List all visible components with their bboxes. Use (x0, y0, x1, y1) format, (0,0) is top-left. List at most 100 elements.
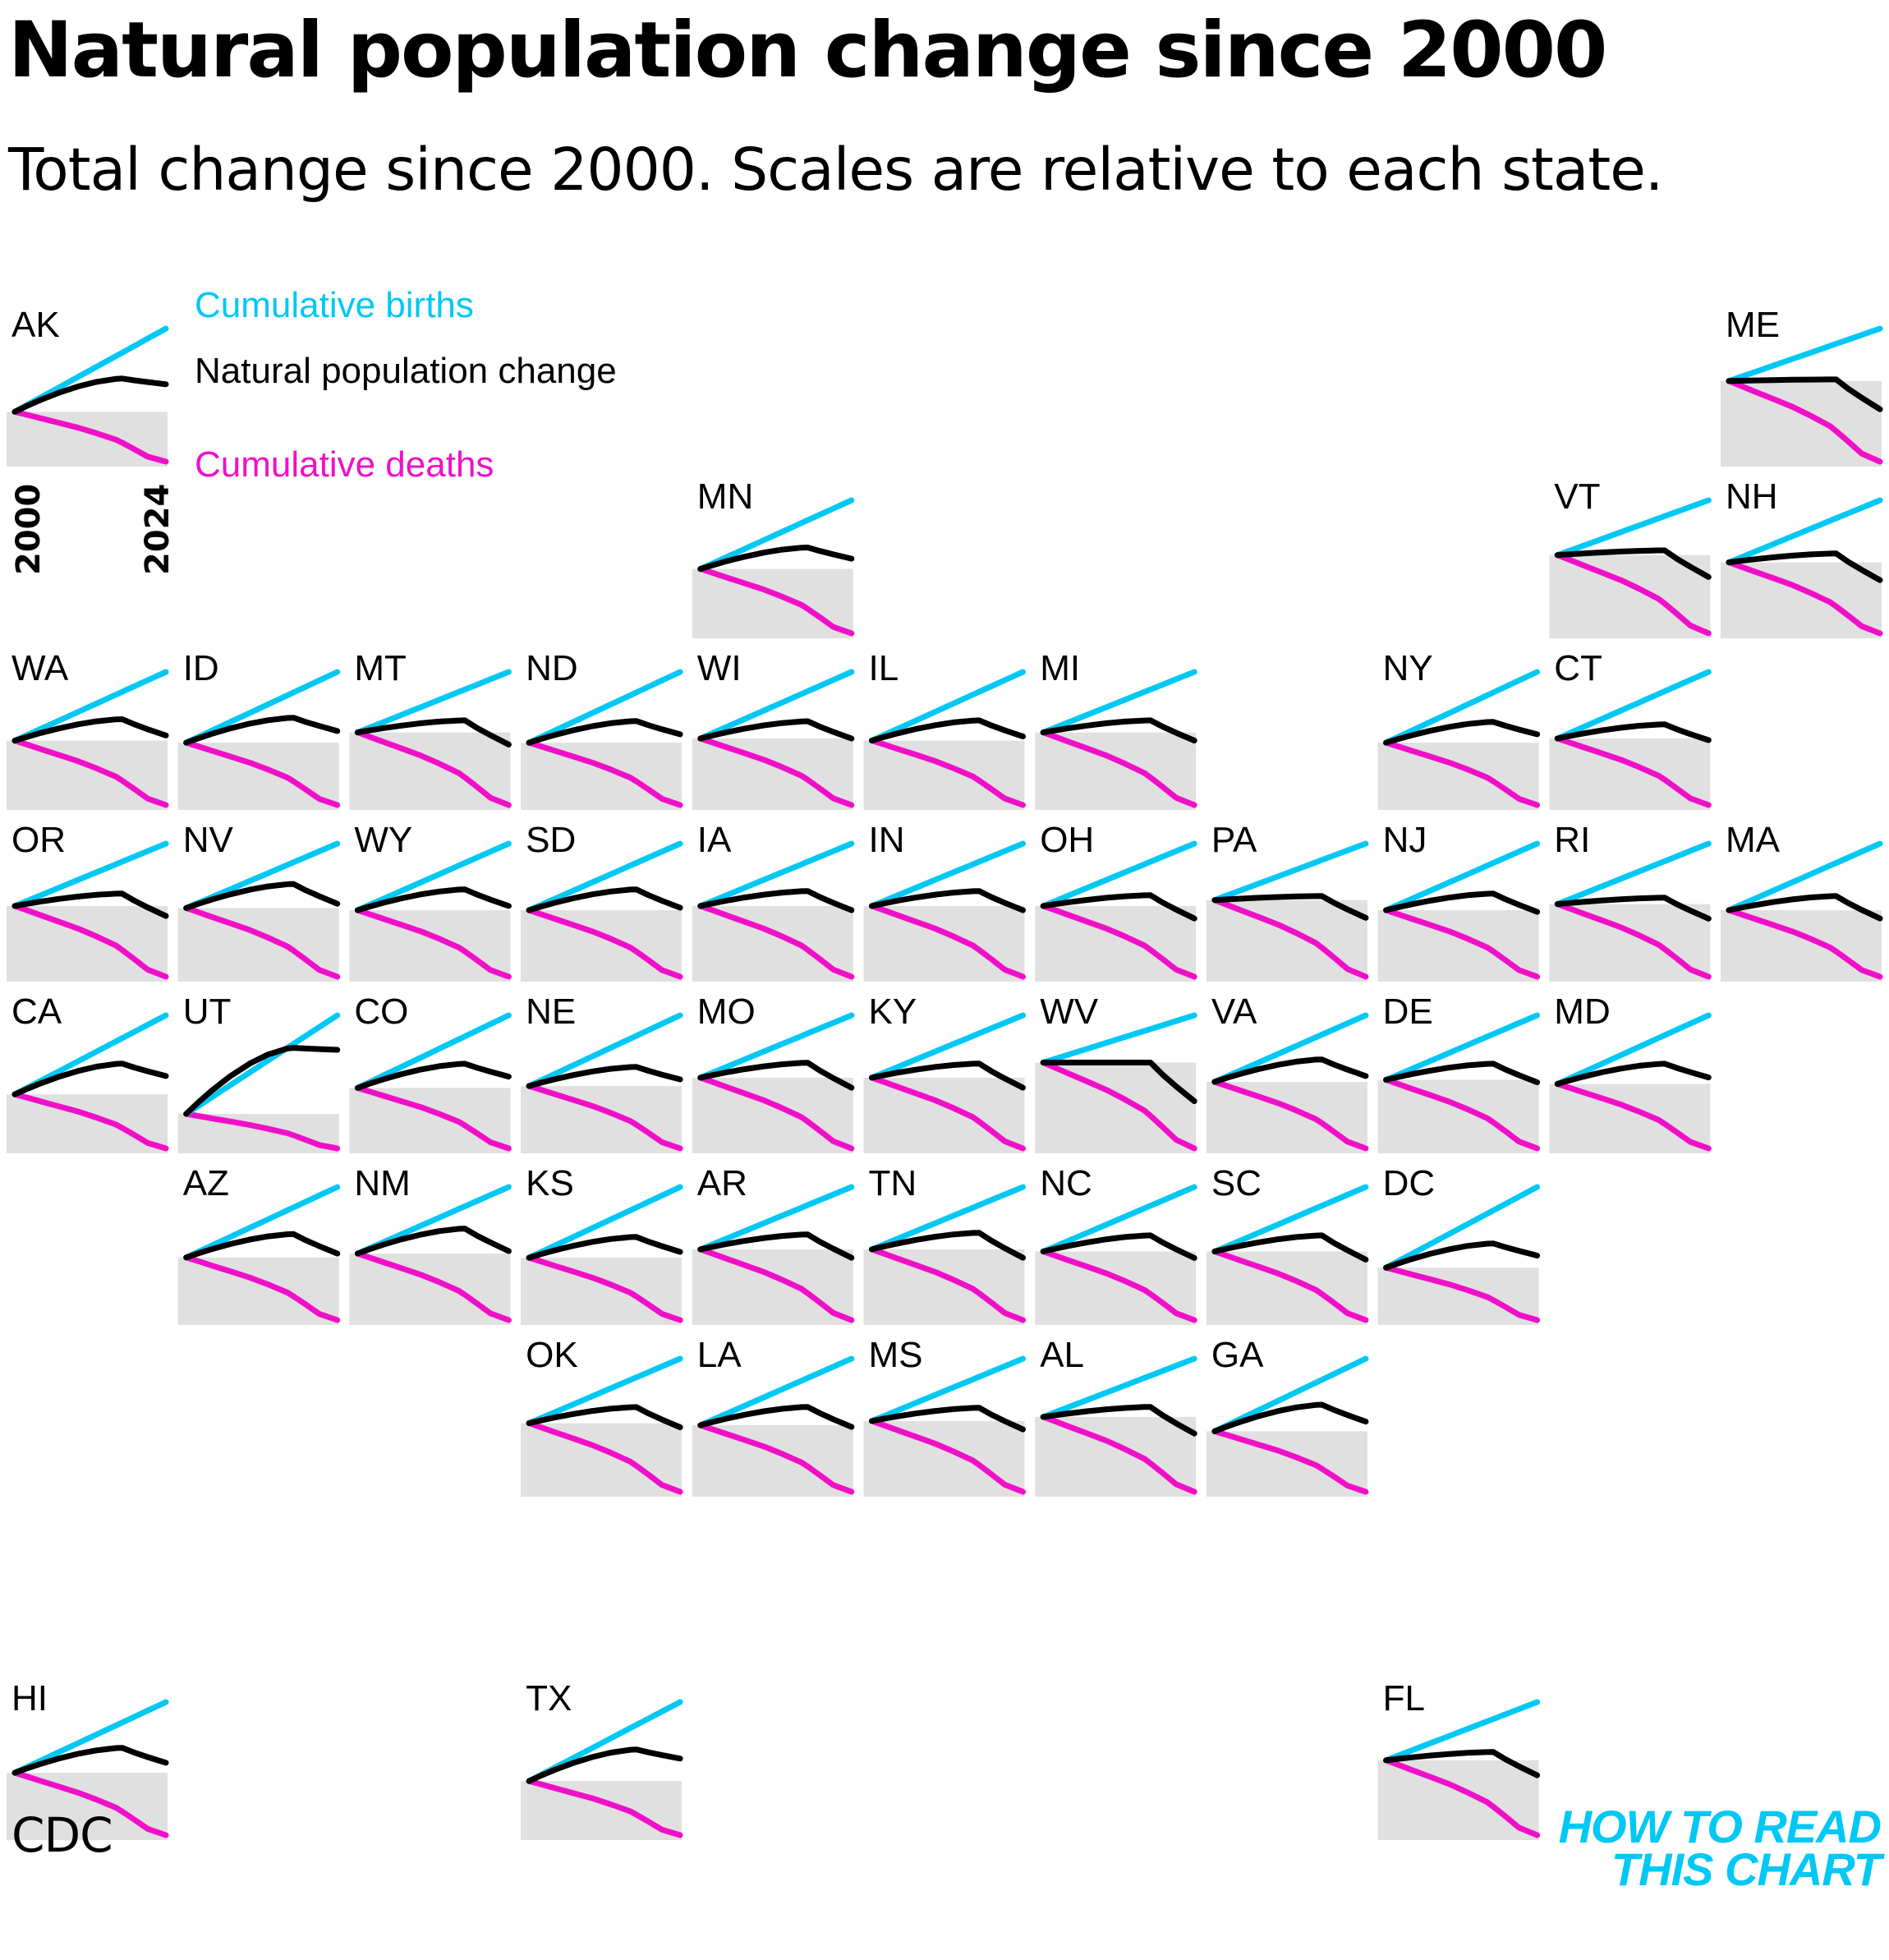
negative-region-fl (1377, 1760, 1539, 1840)
deaths-line-id (183, 739, 341, 808)
state-label: IA (697, 820, 732, 860)
state-tile-fl: FL (1377, 1678, 1541, 1840)
births-line-ny (1383, 669, 1541, 746)
births-line-nd (526, 669, 683, 746)
deaths-line-ky (869, 1074, 1026, 1152)
brand-logo: HOW TO READ THIS CHART (1558, 1801, 1882, 1892)
natural-line-ar (697, 1231, 855, 1261)
deaths-line-ok (526, 1420, 683, 1495)
legend: Cumulative births Natural population cha… (10, 285, 617, 575)
negative-region-dc (1377, 1268, 1539, 1325)
deaths-line-ct (1554, 735, 1712, 808)
negative-region-la (692, 1425, 853, 1497)
births-line-ct (1554, 669, 1712, 742)
natural-line-va (1211, 1056, 1369, 1085)
negative-region-ok (521, 1423, 683, 1497)
state-label: TX (526, 1678, 572, 1718)
state-tile-dc: DC (1377, 1163, 1541, 1325)
state-label: NC (1040, 1163, 1092, 1203)
state-label: ID (183, 648, 219, 688)
natural-line-mt (354, 717, 512, 748)
natural-line-ri (1554, 895, 1712, 922)
natural-line-ca (11, 1061, 169, 1097)
state-tile-de: DE (1377, 992, 1541, 1153)
state-label: MD (1554, 992, 1610, 1032)
state-label: NY (1383, 648, 1433, 688)
births-line-al (1040, 1355, 1197, 1420)
natural-line-nv (183, 881, 341, 911)
state-tile-la: LA (692, 1335, 855, 1497)
state-label: OH (1040, 820, 1094, 860)
natural-line-la (697, 1404, 855, 1430)
state-label: PA (1211, 820, 1257, 860)
deaths-line-nh (1726, 559, 1883, 637)
source-label: CDC (11, 1807, 113, 1863)
births-line-md (1554, 1012, 1712, 1087)
births-line-pa (1211, 840, 1369, 904)
state-tile-wa: WA (7, 648, 169, 810)
negative-region-sd (521, 910, 683, 982)
births-line-mi (1040, 669, 1197, 736)
state-tile-ct: CT (1549, 648, 1712, 810)
births-line-mo (697, 1012, 855, 1081)
deaths-line-ca (11, 1091, 169, 1152)
legend-natural-label: Natural population change (195, 351, 617, 391)
state-tile-nj: NJ (1377, 820, 1541, 982)
negative-region-vt (1549, 554, 1711, 638)
brand-line-1: HOW TO READ (1558, 1801, 1882, 1852)
x-axis-start-label: 2000 (10, 484, 48, 575)
state-label: DE (1383, 992, 1433, 1032)
deaths-line-mn (697, 566, 855, 637)
state-label: KY (869, 992, 917, 1032)
state-label: LA (697, 1335, 742, 1375)
negative-region-mo (692, 1077, 853, 1153)
negative-region-sc (1206, 1251, 1367, 1325)
negative-region-wv (1035, 1062, 1197, 1153)
negative-region-oh (1035, 905, 1197, 982)
state-tile-me: ME (1721, 305, 1883, 467)
state-label: NM (354, 1163, 410, 1203)
state-label: CT (1554, 648, 1602, 688)
state-tile-nv: NV (177, 820, 341, 982)
births-line-mn (697, 497, 855, 573)
state-tile-ut: UT (177, 992, 341, 1153)
natural-line-or (11, 890, 169, 919)
births-line-sc (1211, 1184, 1369, 1254)
births-line-wy (354, 840, 512, 913)
state-tile-ia: IA (692, 820, 855, 982)
deaths-line-al (1040, 1414, 1197, 1495)
negative-region-ne (521, 1086, 683, 1153)
natural-line-wa (11, 716, 169, 744)
state-label: NV (183, 820, 234, 860)
deaths-line-va (1211, 1079, 1369, 1152)
state-tile-tx: TX (521, 1678, 683, 1840)
deaths-line-ne (526, 1083, 683, 1152)
natural-line-md (1554, 1061, 1712, 1087)
negative-region-nj (1377, 910, 1539, 982)
negative-region-al (1035, 1416, 1197, 1497)
births-line-oh (1040, 840, 1197, 909)
negative-region-ut (177, 1114, 339, 1153)
deaths-line-nc (1040, 1249, 1197, 1323)
negative-region-nd (521, 743, 683, 810)
state-label: CO (354, 992, 408, 1032)
state-tile-sc: SC (1206, 1163, 1369, 1325)
legend-births-label: Cumulative births (195, 285, 474, 325)
state-label: UT (183, 992, 232, 1032)
deaths-line-il (869, 738, 1026, 808)
state-tile-mt: MT (349, 648, 512, 810)
deaths-line-wv (1040, 1060, 1197, 1152)
state-tile-il: IL (863, 648, 1026, 810)
state-label: VA (1211, 992, 1257, 1032)
state-label: AK (11, 305, 60, 345)
state-label: WA (11, 648, 69, 688)
state-label: NH (1726, 476, 1778, 517)
negative-region-ak (7, 412, 168, 467)
deaths-line-nv (183, 904, 341, 980)
state-label: ME (1726, 305, 1780, 345)
negative-region-nh (1721, 562, 1882, 638)
deaths-line-de (1383, 1077, 1541, 1152)
deaths-line-nj (1383, 907, 1541, 980)
state-tile-id: ID (177, 648, 341, 810)
